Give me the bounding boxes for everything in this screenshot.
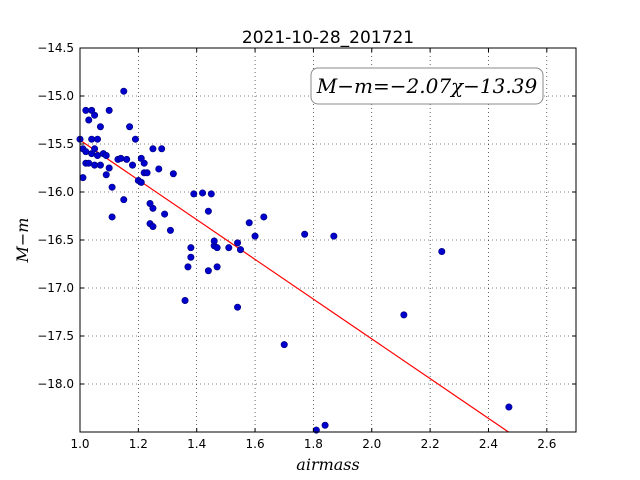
data-point	[400, 311, 408, 319]
data-point	[190, 190, 198, 198]
data-point	[117, 154, 125, 162]
data-point	[251, 232, 259, 240]
data-point	[225, 244, 233, 252]
data-point	[438, 248, 446, 256]
data-point	[96, 123, 104, 131]
data-point	[245, 219, 253, 227]
data-point	[187, 244, 195, 252]
data-point	[140, 159, 148, 167]
data-point	[82, 106, 90, 114]
data-point	[505, 403, 513, 411]
data-point	[234, 239, 242, 247]
data-point	[91, 161, 99, 169]
x-tick-label: 1.0	[70, 437, 89, 451]
x-tick-label: 1.4	[187, 437, 206, 451]
data-point	[91, 145, 99, 153]
data-point	[108, 213, 116, 221]
fit-equation: M−m=−2.07χ−13.39	[316, 74, 538, 98]
data-point	[149, 204, 157, 212]
data-point	[330, 232, 338, 240]
data-point	[91, 111, 99, 119]
y-tick-label: −14.5	[37, 41, 74, 55]
data-point	[210, 237, 218, 245]
x-tick-label: 1.6	[246, 437, 265, 451]
data-point	[120, 196, 128, 204]
x-tick-label: 2.4	[479, 437, 498, 451]
chart-title: 2021-10-28_201721	[242, 28, 414, 48]
data-point	[105, 106, 113, 114]
data-point	[108, 183, 116, 191]
data-point	[85, 116, 93, 124]
data-point	[129, 161, 137, 169]
data-point	[102, 152, 110, 160]
data-point	[149, 145, 157, 153]
fit-line	[79, 139, 509, 433]
annotation-box: M−m=−2.07χ−13.39	[310, 67, 544, 105]
data-point	[234, 303, 242, 311]
x-tick-labels: 1.0 1.2 1.4 1.6 1.8 2.0 2.2 2.4 2.6	[70, 437, 556, 451]
data-point	[79, 174, 87, 182]
x-tick-label: 2.0	[362, 437, 381, 451]
y-tick-label: −16.0	[37, 185, 74, 199]
x-tick-label: 1.2	[129, 437, 148, 451]
data-point	[280, 341, 288, 349]
data-point	[137, 178, 145, 186]
x-axis-label: airmass	[296, 455, 359, 474]
y-tick-labels: −14.5 −15.0 −15.5 −16.0 −16.5 −17.0 −17.5 −18.0	[37, 41, 74, 391]
data-point	[260, 213, 268, 221]
data-point	[207, 190, 215, 198]
data-point	[143, 169, 151, 177]
data-point	[301, 230, 309, 238]
data-point	[120, 87, 128, 95]
y-tick-label: −18.0	[37, 377, 74, 391]
data-point	[105, 164, 113, 172]
data-point	[204, 267, 212, 275]
x-tick-label: 2.6	[537, 437, 556, 451]
data-point	[94, 135, 102, 143]
y-tick-label: −16.5	[37, 233, 74, 247]
data-point	[213, 263, 221, 271]
data-point	[236, 246, 244, 254]
data-point	[123, 155, 131, 163]
x-tick-label: 2.2	[421, 437, 440, 451]
y-tick-label: −17.0	[37, 281, 74, 295]
data-point	[131, 135, 139, 143]
y-tick-label: −15.5	[37, 137, 74, 151]
data-point	[149, 223, 157, 231]
data-point	[199, 189, 207, 197]
data-point	[94, 152, 102, 160]
data-point	[187, 253, 195, 261]
data-point	[126, 123, 134, 131]
data-points	[76, 87, 513, 434]
data-point	[166, 226, 174, 234]
data-point	[161, 210, 169, 218]
y-axis-label: M−m	[13, 218, 32, 264]
data-point	[158, 145, 166, 153]
data-point	[96, 161, 104, 169]
y-tick-label: −15.0	[37, 89, 74, 103]
data-point	[88, 135, 96, 143]
data-point	[85, 159, 93, 167]
data-point	[102, 171, 110, 179]
data-point	[155, 165, 163, 173]
fit-line-group	[79, 139, 509, 433]
x-tick-label: 1.8	[304, 437, 323, 451]
data-point	[181, 296, 189, 304]
data-point	[213, 244, 221, 252]
data-point	[184, 263, 192, 271]
data-point	[82, 148, 90, 156]
data-point	[204, 207, 212, 215]
axis-ticks	[79, 47, 576, 432]
data-point	[321, 421, 329, 429]
y-tick-label: −17.5	[37, 329, 74, 343]
data-point	[169, 170, 177, 178]
